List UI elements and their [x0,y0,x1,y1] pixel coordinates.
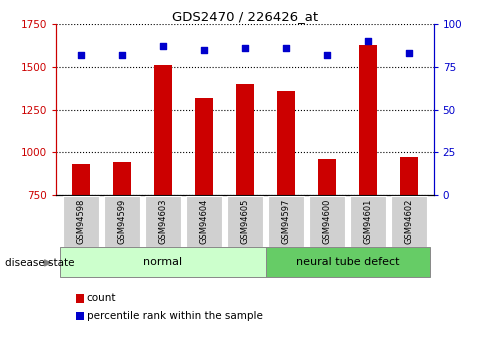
Bar [154,65,172,195]
Text: GSM94604: GSM94604 [199,198,208,244]
Bar [266,247,430,277]
Bar [60,247,266,277]
Bar [350,196,386,247]
Text: count: count [87,294,116,303]
Text: percentile rank within the sample: percentile rank within the sample [87,311,263,321]
Text: GSM94603: GSM94603 [158,198,168,244]
Title: GDS2470 / 226426_at: GDS2470 / 226426_at [172,10,318,23]
Bar [277,91,295,195]
Bar [76,312,84,320]
Text: disease state: disease state [5,258,74,268]
Point [118,52,126,58]
Text: GSM94597: GSM94597 [282,198,291,244]
Text: GSM94605: GSM94605 [241,198,249,244]
Bar [268,196,304,247]
Bar [195,98,213,195]
Text: GSM94599: GSM94599 [118,198,126,244]
Point [282,45,290,51]
Bar [145,196,181,247]
Bar [236,84,254,195]
Point [159,43,167,49]
Point [241,45,249,51]
Bar [72,164,90,195]
Bar [63,196,99,247]
Text: GSM94602: GSM94602 [405,198,414,244]
Bar [186,196,222,247]
Text: GSM94601: GSM94601 [364,198,372,244]
Text: GSM94598: GSM94598 [76,198,85,244]
Text: normal: normal [144,257,183,267]
Bar [391,196,427,247]
Bar [400,157,418,195]
Point [405,50,413,56]
Point [323,52,331,58]
Text: neural tube defect: neural tube defect [296,257,399,267]
Point [200,47,208,52]
Bar [76,294,84,303]
Bar [104,196,140,247]
Bar [318,159,336,195]
Text: GSM94600: GSM94600 [322,198,332,244]
Bar [227,196,263,247]
Bar [309,196,345,247]
Point [364,39,372,44]
Bar [359,45,377,195]
Bar [113,162,131,195]
Point [77,52,85,58]
